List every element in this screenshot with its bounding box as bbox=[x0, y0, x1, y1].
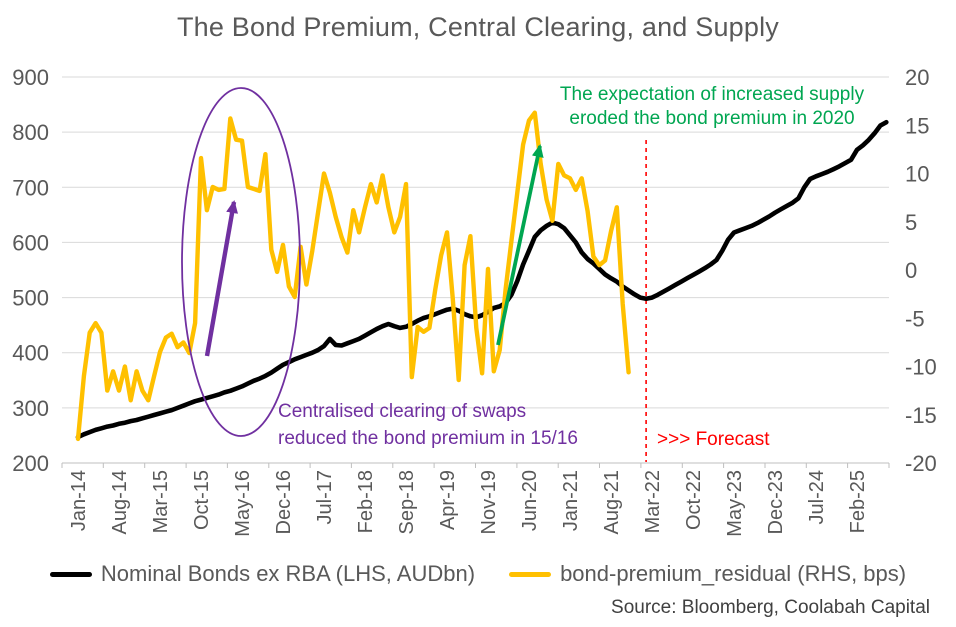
legend-item-bond-premium: bond-premium_residual (RHS, bps) bbox=[509, 561, 906, 587]
legend-swatch-bond-premium bbox=[509, 571, 552, 577]
svg-text:Nov-19: Nov-19 bbox=[478, 470, 500, 534]
svg-text:-5: -5 bbox=[905, 306, 925, 331]
svg-text:May-16: May-16 bbox=[232, 470, 254, 537]
svg-text:800: 800 bbox=[12, 120, 49, 145]
clearing-arrow bbox=[204, 200, 239, 357]
svg-text:5: 5 bbox=[905, 210, 917, 235]
svg-text:Oct-15: Oct-15 bbox=[191, 470, 213, 530]
svg-text:Jul-24: Jul-24 bbox=[806, 470, 828, 524]
nominal-bonds-line bbox=[75, 119, 889, 440]
legend-label-bond-premium: bond-premium_residual (RHS, bps) bbox=[560, 561, 907, 586]
y-axis-left-labels: 900 800 700 600 500 400 300 200 bbox=[12, 65, 49, 476]
svg-text:Sep-18: Sep-18 bbox=[396, 470, 418, 535]
legend-label-nominal-bonds: Nominal Bonds ex RBA (LHS, AUDbn) bbox=[100, 561, 476, 586]
x-tick-labels: Jan-14 Aug-14 Mar-15 Oct-15 May-16 Dec-16 Jul-… bbox=[68, 470, 869, 537]
supply-arrow bbox=[496, 144, 544, 346]
svg-text:Aug-21: Aug-21 bbox=[601, 470, 623, 535]
purple-annotation-line1: Centralised clearing of swaps bbox=[278, 401, 526, 422]
forecast-label: >>> Forecast bbox=[657, 429, 770, 450]
svg-text:20: 20 bbox=[905, 65, 929, 90]
svg-text:300: 300 bbox=[12, 396, 49, 421]
svg-text:Jan-21: Jan-21 bbox=[560, 470, 582, 531]
svg-text:Mar-15: Mar-15 bbox=[150, 470, 172, 533]
svg-text:Dec-16: Dec-16 bbox=[273, 470, 295, 534]
purple-annotation-line2: reduced the bond premium in 15/16 bbox=[278, 428, 578, 449]
highlight-ellipse bbox=[181, 87, 301, 437]
svg-text:Mar-22: Mar-22 bbox=[642, 470, 664, 533]
y-axis-right-labels: 20 15 10 5 0 -5 -10 -15 -20 bbox=[905, 65, 937, 476]
svg-text:0: 0 bbox=[905, 258, 917, 283]
svg-text:900: 900 bbox=[12, 65, 49, 90]
svg-text:-10: -10 bbox=[905, 355, 937, 380]
svg-text:Apr-19: Apr-19 bbox=[437, 470, 459, 530]
bond-premium-line bbox=[75, 110, 631, 442]
green-annotation-line1: The expectation of increased supply bbox=[560, 84, 865, 105]
svg-text:Feb-18: Feb-18 bbox=[355, 470, 377, 533]
x-axis-ticks bbox=[61, 463, 890, 468]
chart-title: The Bond Premium, Central Clearing, and … bbox=[176, 12, 779, 42]
legend: Nominal Bonds ex RBA (LHS, AUDbn) bond-p… bbox=[0, 561, 956, 587]
svg-text:Dec-23: Dec-23 bbox=[765, 470, 787, 534]
svg-text:400: 400 bbox=[12, 341, 49, 366]
legend-swatch-nominal-bonds bbox=[49, 571, 92, 577]
svg-text:-20: -20 bbox=[905, 451, 937, 476]
svg-text:Jul-17: Jul-17 bbox=[314, 470, 336, 524]
svg-text:May-23: May-23 bbox=[724, 470, 746, 537]
svg-text:Aug-14: Aug-14 bbox=[109, 470, 131, 535]
svg-text:200: 200 bbox=[12, 451, 49, 476]
svg-text:Jan-14: Jan-14 bbox=[68, 470, 90, 531]
svg-text:Feb-25: Feb-25 bbox=[847, 470, 869, 533]
svg-text:15: 15 bbox=[905, 113, 929, 138]
svg-text:700: 700 bbox=[12, 175, 49, 200]
svg-text:600: 600 bbox=[12, 230, 49, 255]
plot-svg: The expectation of increased supply erod… bbox=[12, 65, 937, 537]
green-annotation-line2: eroded the bond premium in 2020 bbox=[569, 108, 854, 129]
svg-text:Jun-20: Jun-20 bbox=[519, 470, 541, 531]
legend-item-nominal-bonds: Nominal Bonds ex RBA (LHS, AUDbn) bbox=[49, 561, 476, 587]
source-text: Source: Bloomberg, Coolabah Capital bbox=[611, 597, 930, 618]
svg-text:Oct-22: Oct-22 bbox=[683, 470, 705, 530]
svg-text:500: 500 bbox=[12, 286, 49, 311]
svg-text:-15: -15 bbox=[905, 403, 937, 428]
svg-text:10: 10 bbox=[905, 162, 929, 187]
